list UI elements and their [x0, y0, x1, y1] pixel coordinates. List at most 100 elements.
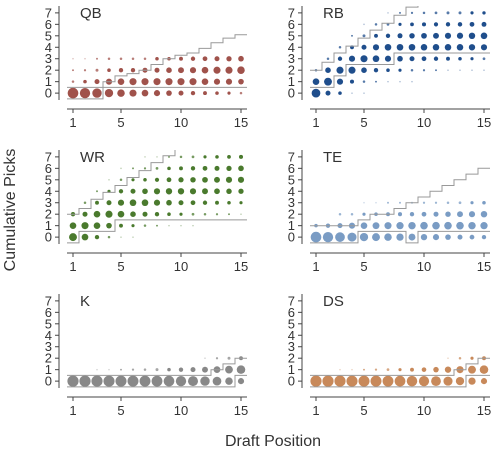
prob-dot [214, 165, 220, 171]
prob-dot [143, 57, 147, 60]
prob-dot [336, 66, 344, 74]
prob-dot [479, 365, 489, 374]
prob-dot [336, 78, 344, 85]
prob-dot [228, 213, 230, 216]
prob-dot [351, 34, 353, 37]
prob-dot [481, 21, 487, 27]
prob-dot [179, 212, 183, 216]
prob-dot [129, 89, 137, 97]
prob-dot [202, 200, 208, 205]
y-tick-label: 1 [288, 74, 295, 89]
x-tick-label: 15 [477, 259, 491, 274]
prob-dot [457, 22, 463, 27]
prob-dot [127, 375, 139, 387]
y-tick-label: 2 [288, 63, 295, 78]
prob-dot [226, 56, 232, 62]
prob-dot [396, 233, 404, 241]
prob-dot [480, 32, 488, 40]
prob-dot [130, 211, 136, 217]
prob-dot [409, 212, 415, 217]
y-tick-label: 7 [288, 5, 295, 20]
prob-dot [117, 89, 125, 97]
x-tick-label: 1 [69, 403, 76, 418]
prob-dot [202, 188, 208, 195]
y-tick-label: 0 [288, 230, 295, 245]
prob-dot [324, 77, 332, 86]
y-tick-label: 2 [45, 351, 52, 366]
prob-dot [468, 211, 476, 218]
expected-step-line [67, 150, 176, 215]
prob-dot [155, 166, 159, 170]
prob-dot [71, 80, 75, 83]
prob-dot [156, 224, 158, 227]
panel-title: RB [323, 5, 344, 22]
prob-dot [106, 200, 112, 206]
prob-dot [338, 46, 342, 49]
prob-dot [153, 90, 161, 97]
prob-dot [337, 56, 343, 61]
prob-dot [399, 11, 401, 14]
expected-step-line [67, 34, 247, 88]
prob-dot [363, 92, 365, 94]
prob-dot [433, 366, 439, 373]
prob-dot [396, 222, 404, 230]
prob-dot [215, 213, 219, 216]
prob-dot [433, 56, 439, 61]
x-tick-label: 5 [117, 259, 124, 274]
prob-dot [418, 376, 430, 387]
y-tick-label: 6 [288, 161, 295, 176]
prob-dot [163, 375, 175, 387]
x-tick-label: 15 [477, 403, 491, 418]
prob-dot [225, 377, 233, 385]
y-tick-label: 6 [45, 161, 52, 176]
prob-dot [142, 211, 148, 217]
prob-dot [167, 367, 171, 372]
prob-dot [421, 32, 427, 39]
prob-dot [361, 44, 367, 50]
prob-dot [213, 66, 221, 74]
prob-dot [167, 166, 171, 171]
y-tick-label: 7 [288, 149, 295, 164]
prob-dot [375, 201, 377, 204]
prob-dot [225, 78, 233, 85]
prob-dot [214, 56, 220, 62]
prob-dot [225, 176, 233, 183]
prob-dot [190, 90, 196, 96]
y-tick-label: 0 [288, 374, 295, 389]
x-tick-label: 1 [69, 115, 76, 130]
prob-dot [143, 368, 147, 371]
prob-dot [108, 368, 110, 371]
prob-dot [421, 22, 427, 27]
prob-dot [227, 155, 231, 159]
prob-dot [408, 43, 416, 51]
prob-dot [130, 188, 136, 194]
y-tick-label: 3 [45, 51, 52, 66]
prob-dot [67, 375, 79, 387]
x-tick-label: 10 [417, 115, 431, 130]
prob-dot [322, 231, 334, 243]
prob-dot [444, 32, 452, 39]
prob-dot [153, 199, 161, 206]
prob-dot [386, 368, 390, 372]
prob-dot [421, 367, 427, 372]
prob-dot [139, 375, 151, 387]
prob-dot [310, 231, 322, 243]
prob-dot [469, 21, 475, 27]
x-tick-label: 5 [117, 403, 124, 418]
prob-dot [374, 33, 378, 38]
prob-dot [470, 201, 474, 205]
x-tick-label: 5 [360, 259, 367, 274]
prob-dot [433, 22, 439, 27]
prob-dot [325, 90, 331, 96]
y-tick-label: 7 [288, 293, 295, 308]
prob-dot [372, 55, 380, 63]
prob-dot [91, 375, 103, 387]
prob-dot [191, 155, 195, 159]
prob-dot [119, 223, 123, 228]
prob-dot [339, 368, 341, 371]
prob-dot [96, 368, 98, 371]
prob-dot [93, 210, 101, 218]
prob-dot [120, 236, 122, 238]
